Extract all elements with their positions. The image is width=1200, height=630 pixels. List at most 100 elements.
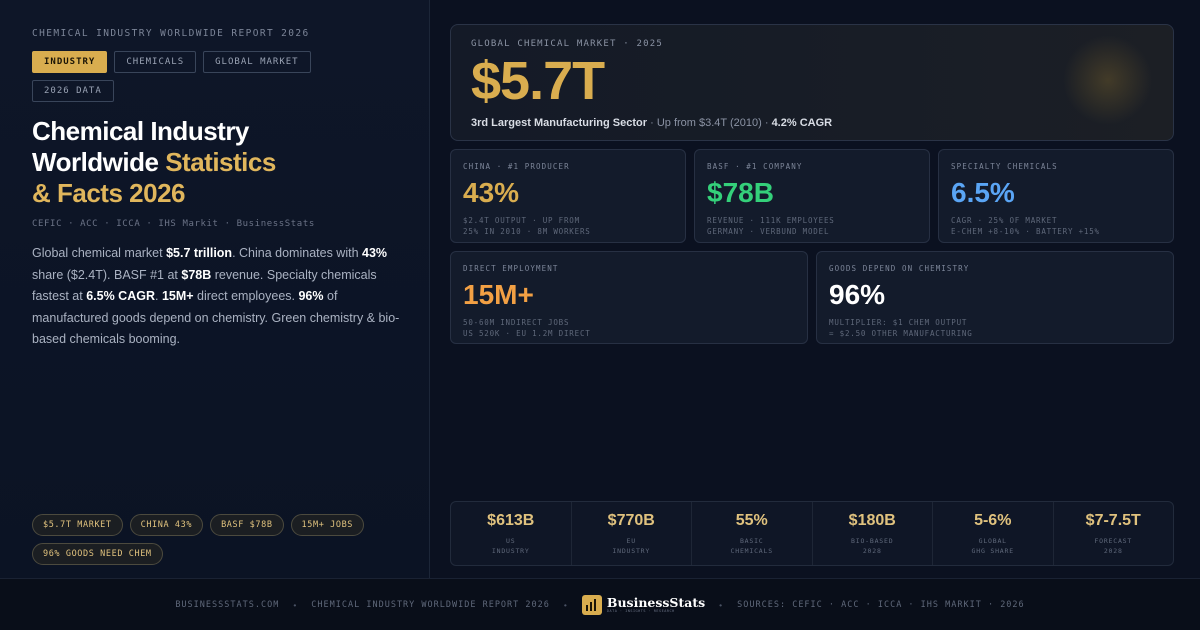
hero-label: GLOBAL CHEMICAL MARKET · 2025 bbox=[471, 39, 663, 49]
card-value: 15M+ bbox=[463, 279, 534, 310]
title-line-2-gold: Statistics bbox=[165, 147, 276, 177]
stat-label-line: BASIC bbox=[739, 537, 764, 545]
footer: BUSINESSSTATS.COM • CHEMICAL INDUSTRY WO… bbox=[0, 578, 1200, 630]
summary-text: direct employees. bbox=[193, 289, 299, 303]
report-kicker: CHEMICAL INDUSTRY WORLDWIDE REPORT 2026 bbox=[32, 28, 310, 39]
footer-site-link[interactable]: BUSINESSSTATS.COM bbox=[175, 599, 280, 610]
footer-separator: • bbox=[719, 599, 724, 610]
title-line-3-gold: & Facts 2026 bbox=[32, 178, 185, 208]
summary-text: revenue. Specialty chemicals fastest at bbox=[32, 267, 377, 304]
card-meta-line: E-CHEM +8-10% · BATTERY +15% bbox=[951, 227, 1100, 236]
hero-subline: 3rd Largest Manufacturing Sector · Up fr… bbox=[471, 117, 1153, 129]
stat-label-line: 2028 bbox=[1103, 547, 1123, 555]
stat-ghg: 5-6% GLOBAL GHG SHARE bbox=[933, 502, 1054, 565]
brand-text: BusinessStats DATA · INSIGHTS · RESEARCH bbox=[606, 594, 706, 613]
card-meta-line: CAGR · 25% OF MARKET bbox=[951, 216, 1058, 225]
summary-text: . China dominates with bbox=[232, 246, 363, 260]
hero-sub-bold-1: 3rd Largest Manufacturing Sector bbox=[471, 117, 648, 129]
card-meta: 50-60M INDIRECT JOBS US 520K · EU 1.2M DI… bbox=[463, 317, 795, 339]
pill-basf[interactable]: BASF $78B bbox=[210, 514, 284, 536]
pill-china[interactable]: CHINA 43% bbox=[129, 514, 204, 536]
stat-label: US INDUSTRY bbox=[451, 536, 571, 556]
card-label: GOODS DEPEND ON CHEMISTRY bbox=[829, 264, 970, 273]
card-basf: BASF · #1 COMPANY $78B REVENUE · 111K EM… bbox=[694, 149, 930, 243]
stat-label-line: 2028 bbox=[862, 547, 882, 555]
card-meta: $2.4T OUTPUT · UP FROM 25% IN 2010 · 8M W… bbox=[463, 215, 673, 237]
pill-goods[interactable]: 96% GOODS NEED CHEM bbox=[32, 543, 163, 565]
tag-industry[interactable]: INDUSTRY bbox=[32, 51, 108, 73]
card-meta-line: MULTIPLIER: $1 CHEM OUTPUT bbox=[829, 318, 968, 327]
card-meta-line: GERMANY · VERBUND MODEL bbox=[707, 227, 830, 236]
footer-report-title: CHEMICAL INDUSTRY WORLDWIDE REPORT 2026 bbox=[311, 599, 550, 610]
highlight-pills: $5.7T MARKET CHINA 43% BASF $78B 15M+ JO… bbox=[32, 514, 402, 565]
summary-highlight: 15M+ bbox=[161, 289, 194, 303]
card-meta: REVENUE · 111K EMPLOYEES GERMANY · VERBUN… bbox=[707, 215, 917, 237]
card-meta-line: $2.4T OUTPUT · UP FROM bbox=[463, 216, 580, 225]
stat-label: BIO-BASED 2028 bbox=[813, 536, 933, 556]
left-panel: CHEMICAL INDUSTRY WORLDWIDE REPORT 2026 … bbox=[0, 0, 430, 578]
hero-sub-text: · Up from $3.4T (2010) · bbox=[647, 117, 772, 129]
card-meta-line: REVENUE · 111K EMPLOYEES bbox=[707, 216, 835, 225]
title-line-1: Chemical Industry bbox=[32, 116, 249, 146]
card-value: 96% bbox=[829, 279, 886, 310]
summary-highlight: 43% bbox=[362, 246, 388, 260]
stat-value: 5-6% bbox=[974, 512, 1012, 529]
footer-separator: • bbox=[293, 599, 298, 610]
summary-highlight: $5.7 trillion bbox=[166, 246, 233, 260]
card-meta-line: 50-60M INDIRECT JOBS bbox=[463, 318, 570, 327]
stat-biobased: $180B BIO-BASED 2028 bbox=[813, 502, 933, 565]
card-meta-line: US 520K · EU 1.2M DIRECT bbox=[463, 329, 591, 338]
summary-highlight: 96% bbox=[298, 289, 324, 303]
stat-label-line: FORECAST bbox=[1094, 537, 1133, 545]
card-label: BASF · #1 COMPANY bbox=[707, 162, 803, 171]
summary-highlight: $78B bbox=[181, 267, 212, 282]
stat-label-line: GLOBAL bbox=[978, 537, 1007, 545]
stat-label: BASIC CHEMICALS bbox=[692, 536, 812, 556]
brand-tagline: DATA · INSIGHTS · RESEARCH bbox=[606, 608, 675, 613]
stat-value: $613B bbox=[487, 512, 535, 529]
footer-separator: • bbox=[563, 599, 568, 610]
pill-jobs[interactable]: 15M+ JOBS bbox=[290, 514, 365, 536]
card-meta: MULTIPLIER: $1 CHEM OUTPUT = $2.50 OTHER … bbox=[829, 317, 1161, 339]
brand-logo[interactable]: BusinessStats DATA · INSIGHTS · RESEARCH bbox=[581, 594, 706, 615]
summary-text: Global chemical market bbox=[32, 246, 167, 260]
card-value: 6.5% bbox=[951, 177, 1015, 208]
tag-chemicals[interactable]: CHEMICALS bbox=[114, 51, 197, 73]
stat-value: $180B bbox=[848, 512, 896, 529]
stat-us: $613B US INDUSTRY bbox=[451, 502, 572, 565]
hero-value: $5.7T bbox=[471, 51, 605, 111]
summary-highlight: 6.5% CAGR bbox=[86, 289, 155, 303]
summary-paragraph: Global chemical market $5.7 trillion. Ch… bbox=[32, 243, 402, 351]
stat-forecast: $7-7.5T FORECAST 2028 bbox=[1054, 502, 1174, 565]
stat-label: GLOBAL GHG SHARE bbox=[933, 536, 1053, 556]
card-value: 43% bbox=[463, 177, 520, 208]
card-label: DIRECT EMPLOYMENT bbox=[463, 264, 559, 273]
tag-list: INDUSTRY CHEMICALS GLOBAL MARKET 2026 DA… bbox=[32, 51, 397, 102]
page-title: Chemical Industry Worldwide Statistics &… bbox=[32, 116, 397, 209]
stat-value: $770B bbox=[607, 512, 655, 529]
card-meta-line: = $2.50 OTHER MANUFACTURING bbox=[829, 329, 973, 338]
footer-sources: SOURCES: CEFIC · ACC · ICCA · IHS MARKIT… bbox=[737, 599, 1025, 610]
stat-eu: $770B EU INDUSTRY bbox=[572, 502, 692, 565]
stat-basic: 55% BASIC CHEMICALS bbox=[692, 502, 813, 565]
stat-label-line: US bbox=[506, 537, 516, 545]
bar-chart-icon bbox=[581, 594, 602, 615]
tag-2026-data[interactable]: 2026 DATA bbox=[32, 80, 114, 102]
card-meta: CAGR · 25% OF MARKET E-CHEM +8-10% · BATT… bbox=[951, 215, 1161, 237]
stat-label: EU INDUSTRY bbox=[572, 536, 692, 556]
hero-market-card: GLOBAL CHEMICAL MARKET · 2025 $5.7T 3rd … bbox=[450, 24, 1174, 141]
card-label: CHINA · #1 PRODUCER bbox=[463, 162, 570, 171]
stat-label-line: CHEMICALS bbox=[730, 547, 773, 555]
pill-market[interactable]: $5.7T MARKET bbox=[32, 514, 123, 536]
hero-glow-decoration bbox=[1063, 35, 1153, 125]
summary-text: of manufactured goods depend on chemistr… bbox=[32, 289, 400, 346]
sources-line: CEFIC · ACC · ICCA · IHS Markit · Busine… bbox=[32, 219, 315, 229]
card-specialty: SPECIALTY CHEMICALS 6.5% CAGR · 25% OF M… bbox=[938, 149, 1174, 243]
brand-name: BusinessStats bbox=[606, 594, 706, 610]
card-value: $78B bbox=[707, 177, 774, 208]
hero-sub-bold-2: 4.2% CAGR bbox=[771, 117, 833, 129]
stat-label: FORECAST 2028 bbox=[1054, 536, 1174, 556]
tag-global-market[interactable]: GLOBAL MARKET bbox=[203, 51, 311, 73]
stat-label-line: INDUSTRY bbox=[491, 547, 530, 555]
card-employment: DIRECT EMPLOYMENT 15M+ 50-60M INDIRECT J… bbox=[450, 251, 808, 344]
